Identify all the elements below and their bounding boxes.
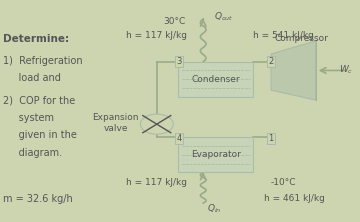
Text: Expansion
valve: Expansion valve xyxy=(93,113,139,133)
Bar xyxy=(178,62,253,97)
Text: 3: 3 xyxy=(176,57,181,66)
Bar xyxy=(178,137,253,172)
Text: Evaporator: Evaporator xyxy=(191,150,240,159)
Text: load and: load and xyxy=(3,73,61,83)
Text: diagram.: diagram. xyxy=(3,148,62,158)
Text: Compressor: Compressor xyxy=(275,34,329,43)
Text: system: system xyxy=(3,113,54,123)
Text: Determine:: Determine: xyxy=(3,34,69,44)
Polygon shape xyxy=(271,41,316,100)
Text: 30°C: 30°C xyxy=(163,17,186,26)
Text: Condenser: Condenser xyxy=(192,75,240,84)
Text: $Q_{out}$: $Q_{out}$ xyxy=(214,10,234,23)
Text: $W_c$: $W_c$ xyxy=(339,63,353,76)
Text: h = 117 kJ/kg: h = 117 kJ/kg xyxy=(126,31,187,40)
Text: given in the: given in the xyxy=(3,130,77,140)
Text: h = 117 kJ/kg: h = 117 kJ/kg xyxy=(126,178,187,187)
Text: 2)  COP for the: 2) COP for the xyxy=(3,95,76,105)
Text: -10°C: -10°C xyxy=(271,178,296,187)
Text: 1)  Refrigeration: 1) Refrigeration xyxy=(3,56,83,65)
Text: m = 32.6 kg/h: m = 32.6 kg/h xyxy=(3,194,73,204)
Text: h = 541 kJ/kg: h = 541 kJ/kg xyxy=(253,31,314,40)
Text: $Q_{in}$: $Q_{in}$ xyxy=(207,202,221,215)
Text: 4: 4 xyxy=(176,134,181,143)
Text: h = 461 kJ/kg: h = 461 kJ/kg xyxy=(264,194,325,203)
Text: 1: 1 xyxy=(269,134,274,143)
Text: 2: 2 xyxy=(269,57,274,66)
Circle shape xyxy=(140,114,173,134)
